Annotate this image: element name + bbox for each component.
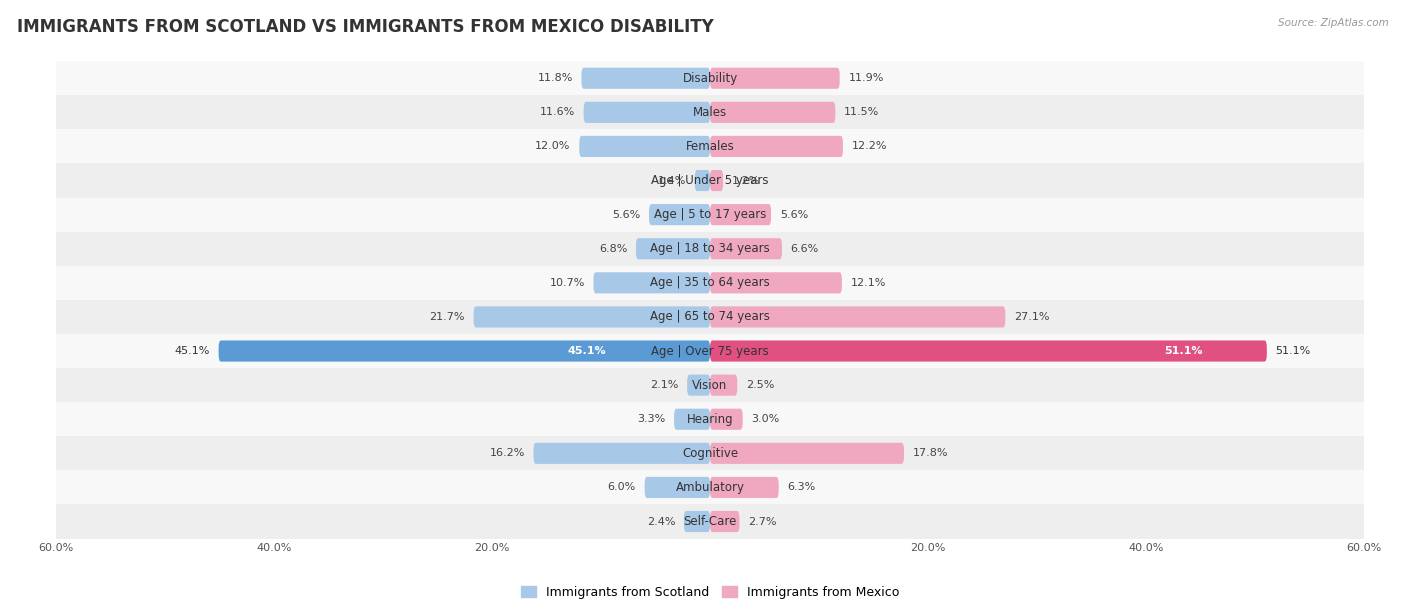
Bar (56, 402, 1364, 436)
Text: 11.9%: 11.9% (848, 73, 884, 83)
Bar (56, 266, 1364, 300)
Text: 6.6%: 6.6% (790, 244, 818, 254)
Bar (56, 436, 1364, 471)
FancyBboxPatch shape (710, 170, 723, 191)
FancyBboxPatch shape (533, 442, 710, 464)
FancyBboxPatch shape (474, 307, 710, 327)
FancyBboxPatch shape (710, 442, 904, 464)
Text: 6.0%: 6.0% (607, 482, 636, 493)
FancyBboxPatch shape (650, 204, 710, 225)
Text: Age | 35 to 64 years: Age | 35 to 64 years (650, 277, 770, 289)
Text: 21.7%: 21.7% (429, 312, 465, 322)
Bar (56, 95, 1364, 129)
FancyBboxPatch shape (710, 238, 782, 259)
Text: Age | Under 5 years: Age | Under 5 years (651, 174, 769, 187)
FancyBboxPatch shape (644, 477, 710, 498)
Text: 5.6%: 5.6% (780, 210, 808, 220)
Text: Age | 5 to 17 years: Age | 5 to 17 years (654, 208, 766, 221)
Text: 12.2%: 12.2% (852, 141, 887, 151)
Text: IMMIGRANTS FROM SCOTLAND VS IMMIGRANTS FROM MEXICO DISABILITY: IMMIGRANTS FROM SCOTLAND VS IMMIGRANTS F… (17, 18, 714, 36)
FancyBboxPatch shape (710, 375, 737, 396)
FancyBboxPatch shape (710, 272, 842, 293)
FancyBboxPatch shape (673, 409, 710, 430)
Text: Age | 18 to 34 years: Age | 18 to 34 years (650, 242, 770, 255)
Text: Females: Females (686, 140, 734, 153)
FancyBboxPatch shape (710, 307, 1005, 327)
Bar (56, 61, 1364, 95)
FancyBboxPatch shape (710, 204, 770, 225)
Text: Males: Males (693, 106, 727, 119)
Legend: Immigrants from Scotland, Immigrants from Mexico: Immigrants from Scotland, Immigrants fro… (516, 581, 904, 604)
Text: 51.1%: 51.1% (1275, 346, 1310, 356)
Text: 51.1%: 51.1% (1164, 346, 1202, 356)
Bar (56, 129, 1364, 163)
Text: 27.1%: 27.1% (1014, 312, 1049, 322)
Text: 45.1%: 45.1% (568, 346, 606, 356)
Bar (56, 300, 1364, 334)
FancyBboxPatch shape (582, 68, 710, 89)
Text: 11.6%: 11.6% (540, 107, 575, 118)
FancyBboxPatch shape (710, 136, 844, 157)
Text: Age | Over 75 years: Age | Over 75 years (651, 345, 769, 357)
Text: 1.4%: 1.4% (658, 176, 686, 185)
Text: Source: ZipAtlas.com: Source: ZipAtlas.com (1278, 18, 1389, 28)
Bar (56, 471, 1364, 504)
Text: 2.1%: 2.1% (650, 380, 679, 390)
Text: Disability: Disability (682, 72, 738, 84)
Text: 2.5%: 2.5% (747, 380, 775, 390)
FancyBboxPatch shape (579, 136, 710, 157)
Bar (56, 163, 1364, 198)
Text: 5.6%: 5.6% (612, 210, 640, 220)
Bar (56, 504, 1364, 539)
FancyBboxPatch shape (688, 375, 710, 396)
Text: 6.8%: 6.8% (599, 244, 627, 254)
Text: 3.3%: 3.3% (637, 414, 665, 424)
Text: 12.1%: 12.1% (851, 278, 886, 288)
FancyBboxPatch shape (710, 340, 1267, 362)
Text: Ambulatory: Ambulatory (675, 481, 745, 494)
Bar (56, 368, 1364, 402)
Text: 6.3%: 6.3% (787, 482, 815, 493)
Text: 11.8%: 11.8% (537, 73, 572, 83)
Text: 12.0%: 12.0% (536, 141, 571, 151)
Text: Age | 65 to 74 years: Age | 65 to 74 years (650, 310, 770, 323)
FancyBboxPatch shape (710, 511, 740, 532)
Text: Vision: Vision (692, 379, 728, 392)
Text: 11.5%: 11.5% (844, 107, 879, 118)
FancyBboxPatch shape (683, 511, 710, 532)
Text: Cognitive: Cognitive (682, 447, 738, 460)
Bar (56, 198, 1364, 232)
FancyBboxPatch shape (710, 68, 839, 89)
FancyBboxPatch shape (593, 272, 710, 293)
Text: 2.4%: 2.4% (647, 517, 675, 526)
FancyBboxPatch shape (695, 170, 710, 191)
Text: 3.0%: 3.0% (751, 414, 780, 424)
FancyBboxPatch shape (710, 477, 779, 498)
FancyBboxPatch shape (636, 238, 710, 259)
Text: 10.7%: 10.7% (550, 278, 585, 288)
FancyBboxPatch shape (710, 102, 835, 123)
Text: Hearing: Hearing (686, 412, 734, 426)
Text: Self-Care: Self-Care (683, 515, 737, 528)
Text: 16.2%: 16.2% (489, 449, 524, 458)
Text: 17.8%: 17.8% (912, 449, 948, 458)
Text: 1.2%: 1.2% (731, 176, 761, 185)
FancyBboxPatch shape (710, 409, 742, 430)
Text: 45.1%: 45.1% (174, 346, 209, 356)
FancyBboxPatch shape (583, 102, 710, 123)
Bar (56, 334, 1364, 368)
FancyBboxPatch shape (218, 340, 710, 362)
Bar (56, 232, 1364, 266)
Text: 2.7%: 2.7% (748, 517, 776, 526)
